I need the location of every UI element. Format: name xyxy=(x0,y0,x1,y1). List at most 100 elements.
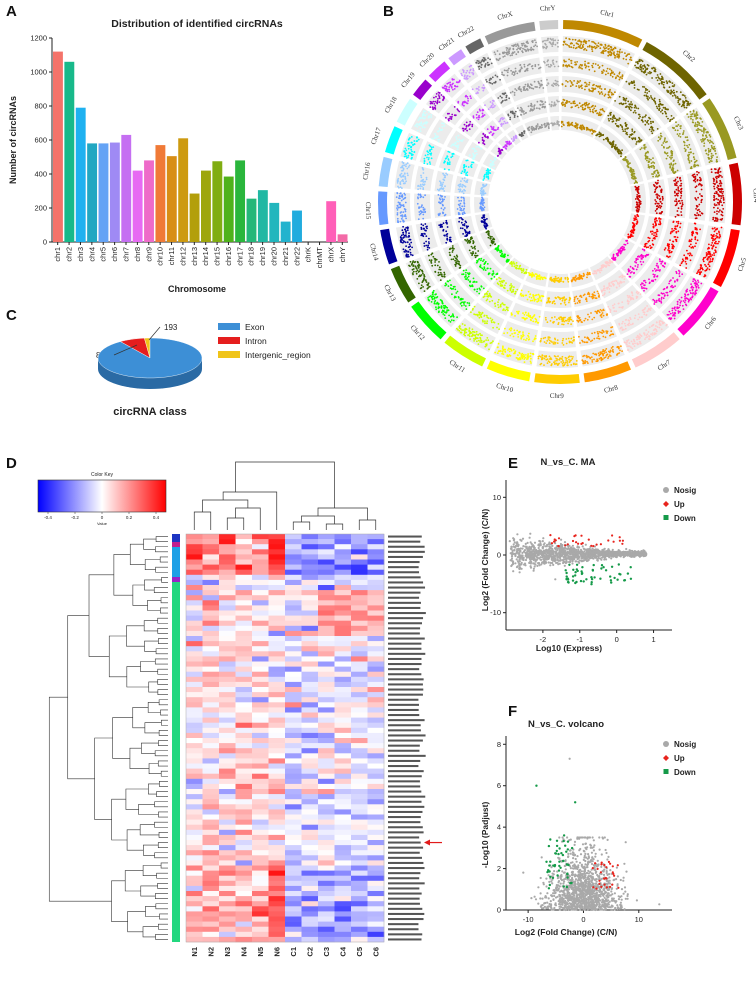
track-point xyxy=(611,48,614,51)
track-point xyxy=(402,180,405,183)
track-point xyxy=(712,238,715,240)
track-point xyxy=(597,309,599,312)
track-point xyxy=(494,351,497,354)
track-point xyxy=(561,342,564,344)
track-point xyxy=(584,63,586,65)
track-point xyxy=(652,223,655,226)
track-point xyxy=(554,363,556,365)
track-point xyxy=(669,232,672,235)
track-point xyxy=(631,222,634,224)
track-point xyxy=(592,294,595,296)
track-point xyxy=(694,238,697,241)
track-point xyxy=(487,273,490,276)
track-point xyxy=(417,185,419,188)
track-point xyxy=(546,362,549,364)
track-point xyxy=(427,299,430,301)
track-point xyxy=(610,69,613,72)
track-point xyxy=(672,314,674,317)
track-point xyxy=(560,122,563,124)
track-point xyxy=(395,196,398,199)
track-point xyxy=(445,219,448,222)
track-point xyxy=(516,264,519,267)
track-point xyxy=(568,316,570,319)
track-point xyxy=(588,88,590,91)
track-point xyxy=(609,309,612,312)
track-point xyxy=(513,352,515,355)
x-tick-label: chrK xyxy=(304,247,313,262)
track-point xyxy=(442,212,445,214)
track-point xyxy=(678,190,680,192)
track-point xyxy=(406,227,409,230)
track-point xyxy=(596,269,599,271)
track-point xyxy=(438,268,441,271)
track-point xyxy=(602,314,605,317)
track-point xyxy=(521,352,524,355)
track-point xyxy=(423,245,426,247)
track-point xyxy=(631,170,633,173)
track-point xyxy=(621,51,623,53)
track-point xyxy=(479,189,482,192)
track-point xyxy=(492,240,495,243)
track-point xyxy=(522,269,524,272)
track-point xyxy=(660,298,663,300)
track-point xyxy=(704,137,707,140)
track-bg xyxy=(484,70,503,91)
track-point xyxy=(686,249,688,252)
track-point xyxy=(517,358,519,361)
track-point xyxy=(707,151,710,153)
track-point xyxy=(610,53,613,56)
x-tick-label: chr8 xyxy=(133,247,142,262)
track-point xyxy=(426,287,429,290)
track-point xyxy=(580,128,583,131)
track-point xyxy=(702,137,704,140)
track-point xyxy=(396,192,399,195)
track-point xyxy=(445,230,448,233)
track-point xyxy=(675,182,678,185)
track-point xyxy=(603,94,606,97)
track-point xyxy=(508,350,511,353)
track-point xyxy=(399,220,402,223)
track-point xyxy=(501,351,504,353)
track-point xyxy=(715,235,717,237)
track-point xyxy=(658,323,661,326)
track-point xyxy=(548,355,551,358)
track-point xyxy=(460,196,463,199)
track-point xyxy=(421,180,424,182)
track-point xyxy=(694,290,697,293)
track-point xyxy=(604,43,607,46)
ideogram-Chr3 xyxy=(702,98,737,160)
track-point xyxy=(651,98,654,101)
track-point xyxy=(690,113,692,116)
track-point xyxy=(477,333,480,336)
track-point xyxy=(696,212,699,214)
track-point xyxy=(482,202,484,205)
track-points-Chr3 xyxy=(622,109,719,185)
track-point xyxy=(585,126,588,129)
track-point xyxy=(607,48,610,51)
track-point xyxy=(634,261,636,263)
track-point xyxy=(640,70,643,72)
track-point xyxy=(474,256,477,259)
track-point xyxy=(652,161,654,164)
track-point xyxy=(662,142,665,144)
track-point xyxy=(443,174,446,177)
track-point xyxy=(524,294,527,297)
track-point xyxy=(690,283,692,285)
track-point xyxy=(614,100,616,102)
track-point xyxy=(695,159,698,162)
track-point xyxy=(564,319,567,322)
track-point xyxy=(691,254,693,257)
track-point xyxy=(712,227,714,230)
track-point xyxy=(686,297,688,300)
track-point xyxy=(412,270,415,273)
track-point xyxy=(426,227,428,230)
track-point xyxy=(708,261,711,263)
track-point xyxy=(464,185,467,188)
track-point xyxy=(458,190,461,193)
track-point xyxy=(584,85,587,88)
track-point xyxy=(639,336,641,339)
track-point xyxy=(688,104,690,106)
track-point xyxy=(623,278,626,280)
track-point xyxy=(685,263,688,265)
track-point xyxy=(408,238,411,241)
